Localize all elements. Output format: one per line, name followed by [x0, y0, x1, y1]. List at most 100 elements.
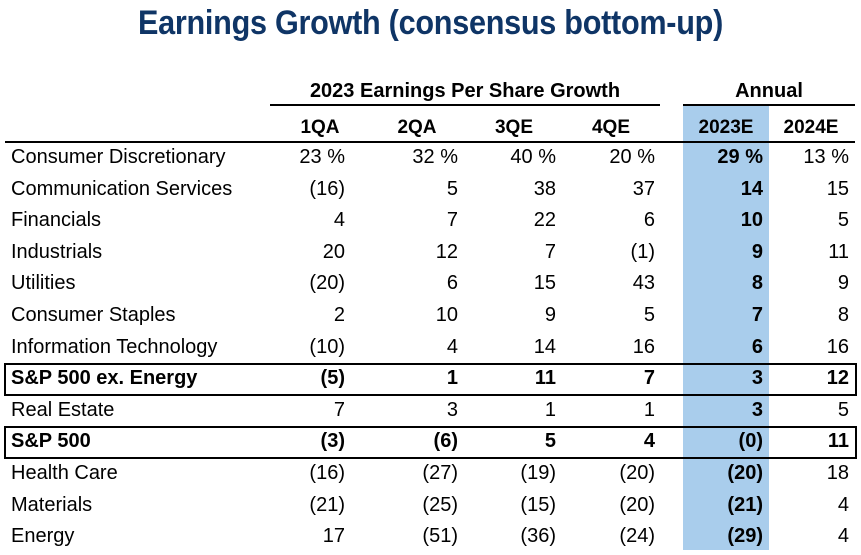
cell-1qa: 17 — [322, 525, 345, 548]
cell-1qa: (10) — [309, 335, 345, 358]
cell-2qa: 12 — [435, 240, 458, 263]
cell-4qe: 4 — [643, 430, 655, 453]
cell-3qe: (19) — [520, 462, 556, 484]
cell-1qa: 4 — [333, 209, 345, 232]
cell-2023e: 10 — [740, 209, 763, 232]
cell-4qe: 1 — [643, 398, 655, 421]
cell-1qa: (3) — [320, 430, 345, 453]
table-row: Industrials 20 12 7 (1) 9 11 — [0, 236, 861, 268]
cell-2024e: 15 — [826, 177, 849, 200]
cell-2023e: (29) — [727, 525, 763, 548]
cell-2qa: (27) — [422, 462, 458, 484]
cell-3qe: 7 — [544, 240, 556, 263]
cell-1qa: (20) — [309, 272, 345, 295]
cell-2qa: 10 — [435, 304, 458, 326]
header-rule — [5, 141, 855, 143]
cell-2023e: 6 — [751, 335, 763, 358]
cell-3qe: (36) — [520, 525, 556, 548]
cell-1qa: (16) — [309, 462, 345, 484]
cell-3qe: 9 — [544, 304, 556, 326]
col-header-1qa: 1QA — [300, 117, 340, 138]
cell-4qe: (20) — [619, 462, 655, 484]
cell-2023e: 14 — [740, 177, 763, 200]
row-label: Industrials — [11, 240, 103, 263]
row-label: Information Technology — [11, 335, 218, 358]
cell-3qe: 5 — [544, 430, 556, 453]
row-label: Real Estate — [11, 398, 115, 421]
table-row: Health Care (16) (27) (19) (20) (20) 18 — [0, 457, 861, 489]
cell-4qe: (20) — [619, 493, 655, 516]
cell-2024e: 11 — [827, 430, 849, 453]
col-header-3qe: 3QE — [494, 117, 534, 138]
cell-2024e: 4 — [837, 493, 849, 516]
cell-2qa: (6) — [433, 430, 458, 453]
row-label: Financials — [11, 209, 102, 232]
col-header-2qa: 2QA — [397, 117, 437, 138]
page-title: Earnings Growth (consensus bottom-up) — [137, 4, 723, 42]
cell-2qa: 6 — [446, 272, 458, 295]
cell-2024e: 4 — [837, 525, 849, 548]
cell-2qa: 3 — [446, 398, 458, 421]
cell-3qe: 11 — [534, 367, 556, 390]
cell-3qe: 1 — [544, 398, 556, 421]
row-label: Materials — [11, 493, 93, 516]
cell-2024e: 5 — [837, 209, 849, 232]
cell-4qe: (1) — [630, 240, 655, 263]
cell-2qa: (25) — [422, 493, 458, 516]
annual-group-underline — [683, 104, 855, 106]
table-row: S&P 500 (3) (6) 5 4 (0) 11 — [0, 425, 861, 457]
cell-2qa: 5 — [446, 177, 458, 200]
cell-2024e: 12 — [826, 367, 849, 390]
table-row: Energy 17 (51) (36) (24) (29) 4 — [0, 520, 861, 552]
cell-2024e: 11 — [828, 240, 849, 263]
cell-4qe: 20 % — [609, 146, 655, 168]
cell-2qa: 7 — [446, 209, 458, 232]
eps-growth-group-header: 2023 Earnings Per Share Growth — [309, 80, 621, 102]
cell-2024e: 9 — [837, 272, 849, 295]
table-row: Information Technology (10) 4 14 16 6 16 — [0, 331, 861, 363]
table-row: Materials (21) (25) (15) (20) (21) 4 — [0, 489, 861, 521]
cell-2qa: 1 — [446, 367, 458, 390]
cell-2024e: 16 — [826, 335, 849, 358]
cell-4qe: 5 — [643, 304, 655, 326]
cell-2023e: 29 % — [717, 146, 763, 168]
cell-2023e: 3 — [751, 398, 763, 421]
cell-4qe: 6 — [643, 209, 655, 232]
cell-2023e: 3 — [751, 367, 763, 390]
cell-2qa: (51) — [422, 525, 458, 548]
annual-group-header: Annual — [735, 80, 803, 102]
col-header-2023e: 2023E — [698, 117, 754, 138]
table-row: Utilities (20) 6 15 43 8 9 — [0, 267, 861, 299]
cell-1qa: (16) — [309, 177, 345, 200]
cell-1qa: (21) — [309, 493, 345, 516]
cell-3qe: 38 — [533, 177, 556, 200]
cell-1qa: 23 % — [299, 146, 345, 168]
cell-1qa: 20 — [322, 240, 345, 263]
cell-4qe: (24) — [619, 525, 655, 548]
table-row: Consumer Staples 2 10 9 5 7 8 — [0, 299, 861, 331]
cell-1qa: 2 — [333, 304, 345, 326]
cell-4qe: 37 — [632, 177, 655, 200]
row-label: Health Care — [11, 462, 118, 484]
eps-group-underline — [270, 104, 660, 106]
cell-2023e: 8 — [751, 272, 763, 295]
cell-3qe: 14 — [533, 335, 556, 358]
cell-2024e: 8 — [837, 304, 849, 326]
row-label: Energy — [11, 525, 75, 548]
row-label: S&P 500 ex. Energy — [11, 367, 198, 390]
cell-4qe: 43 — [632, 272, 655, 295]
row-label: Consumer Discretionary — [11, 146, 226, 168]
table-row: Real Estate 7 3 1 1 3 5 — [0, 394, 861, 426]
col-header-4qe: 4QE — [591, 117, 631, 138]
cell-2024e: 5 — [837, 398, 849, 421]
cell-4qe: 7 — [643, 367, 655, 390]
cell-3qe: (15) — [520, 493, 556, 516]
table-row: S&P 500 ex. Energy (5) 1 11 7 3 12 — [0, 362, 861, 394]
row-label: Utilities — [11, 272, 76, 295]
table-row: Communication Services (16) 5 38 37 14 15 — [0, 173, 861, 205]
cell-4qe: 16 — [632, 335, 655, 358]
cell-2024e: 18 — [826, 462, 849, 484]
cell-2qa: 32 % — [412, 146, 458, 168]
row-label: Communication Services — [11, 177, 233, 200]
cell-3qe: 40 % — [510, 146, 556, 168]
